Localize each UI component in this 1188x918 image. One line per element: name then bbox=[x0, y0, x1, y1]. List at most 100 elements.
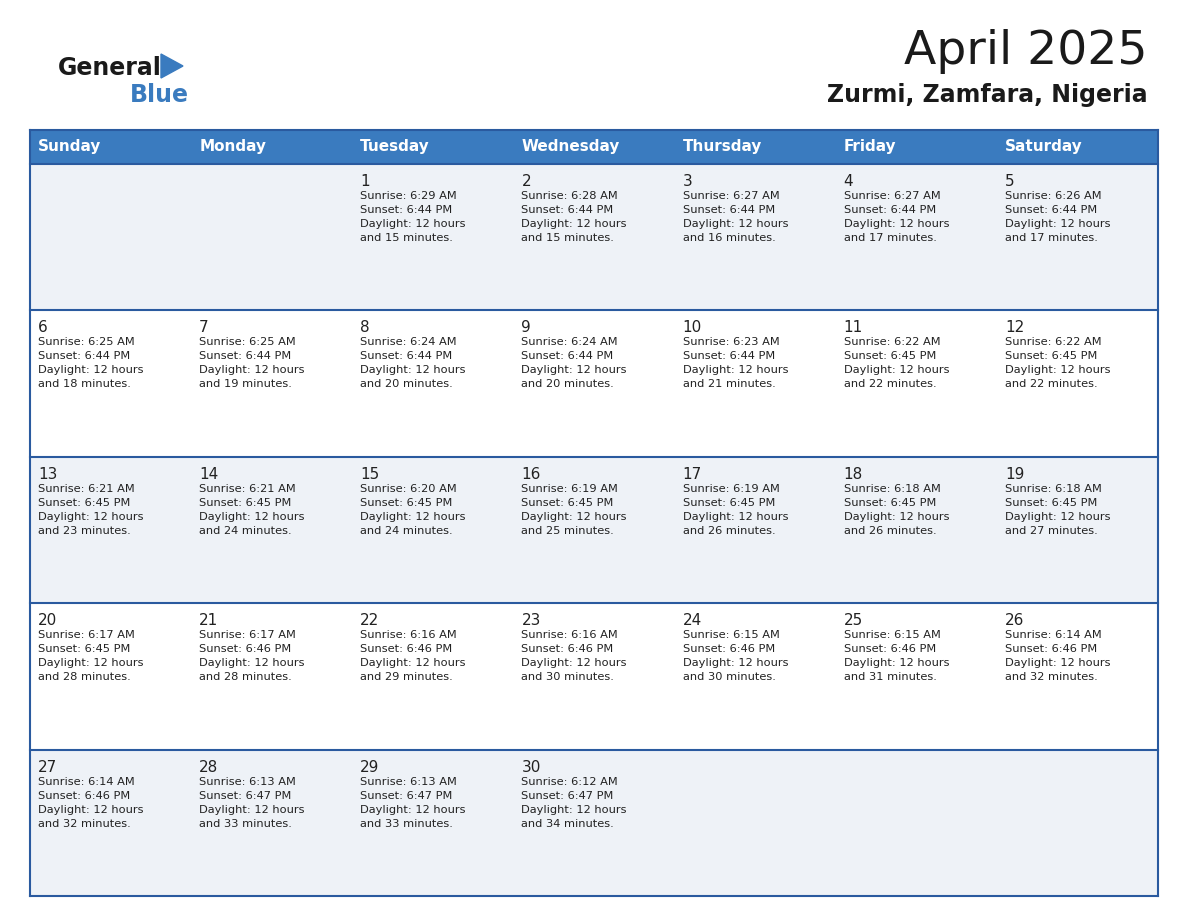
Text: Daylight: 12 hours: Daylight: 12 hours bbox=[1005, 219, 1111, 229]
Text: and 18 minutes.: and 18 minutes. bbox=[38, 379, 131, 389]
Text: Sunrise: 6:13 AM: Sunrise: 6:13 AM bbox=[360, 777, 457, 787]
Text: Sunset: 6:47 PM: Sunset: 6:47 PM bbox=[360, 790, 453, 800]
Text: Sunrise: 6:15 AM: Sunrise: 6:15 AM bbox=[843, 630, 941, 640]
Text: Sunset: 6:44 PM: Sunset: 6:44 PM bbox=[683, 352, 775, 362]
Text: Monday: Monday bbox=[200, 140, 266, 154]
Text: Sunset: 6:46 PM: Sunset: 6:46 PM bbox=[1005, 644, 1097, 655]
Text: 15: 15 bbox=[360, 466, 379, 482]
Text: Daylight: 12 hours: Daylight: 12 hours bbox=[38, 365, 144, 375]
Text: and 26 minutes.: and 26 minutes. bbox=[843, 526, 936, 536]
Text: Daylight: 12 hours: Daylight: 12 hours bbox=[360, 658, 466, 668]
Text: 30: 30 bbox=[522, 759, 541, 775]
Text: Sunrise: 6:16 AM: Sunrise: 6:16 AM bbox=[360, 630, 457, 640]
Text: Daylight: 12 hours: Daylight: 12 hours bbox=[1005, 658, 1111, 668]
Text: Daylight: 12 hours: Daylight: 12 hours bbox=[1005, 365, 1111, 375]
Text: 24: 24 bbox=[683, 613, 702, 628]
Text: Sunrise: 6:15 AM: Sunrise: 6:15 AM bbox=[683, 630, 779, 640]
Text: Sunrise: 6:24 AM: Sunrise: 6:24 AM bbox=[360, 338, 457, 347]
Text: Sunrise: 6:18 AM: Sunrise: 6:18 AM bbox=[1005, 484, 1101, 494]
Text: Daylight: 12 hours: Daylight: 12 hours bbox=[38, 658, 144, 668]
Text: April 2025: April 2025 bbox=[904, 29, 1148, 74]
Text: Sunset: 6:44 PM: Sunset: 6:44 PM bbox=[1005, 205, 1097, 215]
Polygon shape bbox=[162, 54, 183, 78]
Text: 5: 5 bbox=[1005, 174, 1015, 189]
Text: Daylight: 12 hours: Daylight: 12 hours bbox=[843, 365, 949, 375]
Text: Sunset: 6:46 PM: Sunset: 6:46 PM bbox=[360, 644, 453, 655]
Text: Sunrise: 6:13 AM: Sunrise: 6:13 AM bbox=[200, 777, 296, 787]
Text: Sunrise: 6:26 AM: Sunrise: 6:26 AM bbox=[1005, 191, 1101, 201]
Text: Sunset: 6:44 PM: Sunset: 6:44 PM bbox=[683, 205, 775, 215]
Text: Daylight: 12 hours: Daylight: 12 hours bbox=[360, 512, 466, 521]
Text: and 20 minutes.: and 20 minutes. bbox=[360, 379, 453, 389]
Text: Sunrise: 6:18 AM: Sunrise: 6:18 AM bbox=[843, 484, 941, 494]
Text: Zurmi, Zamfara, Nigeria: Zurmi, Zamfara, Nigeria bbox=[827, 83, 1148, 107]
Text: Daylight: 12 hours: Daylight: 12 hours bbox=[522, 512, 627, 521]
Text: Sunrise: 6:23 AM: Sunrise: 6:23 AM bbox=[683, 338, 779, 347]
Text: and 28 minutes.: and 28 minutes. bbox=[200, 672, 292, 682]
Text: 3: 3 bbox=[683, 174, 693, 189]
Text: Sunset: 6:44 PM: Sunset: 6:44 PM bbox=[522, 352, 614, 362]
Text: Sunrise: 6:25 AM: Sunrise: 6:25 AM bbox=[38, 338, 134, 347]
Text: Sunrise: 6:17 AM: Sunrise: 6:17 AM bbox=[38, 630, 135, 640]
Text: Daylight: 12 hours: Daylight: 12 hours bbox=[360, 219, 466, 229]
Text: and 33 minutes.: and 33 minutes. bbox=[200, 819, 292, 829]
Text: Sunrise: 6:19 AM: Sunrise: 6:19 AM bbox=[683, 484, 779, 494]
Text: 25: 25 bbox=[843, 613, 862, 628]
Text: 11: 11 bbox=[843, 320, 862, 335]
Text: 12: 12 bbox=[1005, 320, 1024, 335]
Text: 28: 28 bbox=[200, 759, 219, 775]
Text: Daylight: 12 hours: Daylight: 12 hours bbox=[1005, 512, 1111, 521]
Text: 6: 6 bbox=[38, 320, 48, 335]
Text: Sunset: 6:45 PM: Sunset: 6:45 PM bbox=[683, 498, 775, 508]
Text: 22: 22 bbox=[360, 613, 379, 628]
Text: Sunset: 6:47 PM: Sunset: 6:47 PM bbox=[522, 790, 614, 800]
Text: Tuesday: Tuesday bbox=[360, 140, 430, 154]
Text: Sunset: 6:46 PM: Sunset: 6:46 PM bbox=[843, 644, 936, 655]
Text: Sunrise: 6:16 AM: Sunrise: 6:16 AM bbox=[522, 630, 618, 640]
Text: 21: 21 bbox=[200, 613, 219, 628]
Text: Sunset: 6:46 PM: Sunset: 6:46 PM bbox=[683, 644, 775, 655]
Text: Daylight: 12 hours: Daylight: 12 hours bbox=[38, 804, 144, 814]
Bar bbox=[30, 310, 1158, 457]
Text: Sunrise: 6:22 AM: Sunrise: 6:22 AM bbox=[843, 338, 941, 347]
Text: Sunset: 6:45 PM: Sunset: 6:45 PM bbox=[843, 498, 936, 508]
Text: and 29 minutes.: and 29 minutes. bbox=[360, 672, 453, 682]
Text: and 24 minutes.: and 24 minutes. bbox=[200, 526, 292, 536]
Text: 4: 4 bbox=[843, 174, 853, 189]
Text: Daylight: 12 hours: Daylight: 12 hours bbox=[843, 512, 949, 521]
Text: 2: 2 bbox=[522, 174, 531, 189]
Text: 26: 26 bbox=[1005, 613, 1024, 628]
Text: Daylight: 12 hours: Daylight: 12 hours bbox=[200, 512, 304, 521]
Text: and 16 minutes.: and 16 minutes. bbox=[683, 233, 776, 243]
Text: Sunset: 6:44 PM: Sunset: 6:44 PM bbox=[360, 352, 453, 362]
Text: Blue: Blue bbox=[129, 83, 189, 107]
Text: Sunset: 6:45 PM: Sunset: 6:45 PM bbox=[200, 498, 291, 508]
Text: Daylight: 12 hours: Daylight: 12 hours bbox=[522, 219, 627, 229]
Text: Daylight: 12 hours: Daylight: 12 hours bbox=[200, 658, 304, 668]
Text: Daylight: 12 hours: Daylight: 12 hours bbox=[522, 365, 627, 375]
Text: 1: 1 bbox=[360, 174, 369, 189]
Text: Sunrise: 6:20 AM: Sunrise: 6:20 AM bbox=[360, 484, 457, 494]
Text: Sunrise: 6:24 AM: Sunrise: 6:24 AM bbox=[522, 338, 618, 347]
Text: Daylight: 12 hours: Daylight: 12 hours bbox=[200, 365, 304, 375]
Text: and 19 minutes.: and 19 minutes. bbox=[200, 379, 292, 389]
Text: Wednesday: Wednesday bbox=[522, 140, 620, 154]
Text: and 28 minutes.: and 28 minutes. bbox=[38, 672, 131, 682]
Text: 20: 20 bbox=[38, 613, 57, 628]
Text: Sunset: 6:46 PM: Sunset: 6:46 PM bbox=[200, 644, 291, 655]
Text: 16: 16 bbox=[522, 466, 541, 482]
Text: Sunset: 6:45 PM: Sunset: 6:45 PM bbox=[38, 644, 131, 655]
Text: Sunset: 6:46 PM: Sunset: 6:46 PM bbox=[522, 644, 614, 655]
Text: and 17 minutes.: and 17 minutes. bbox=[843, 233, 936, 243]
Bar bbox=[30, 603, 1158, 750]
Text: Sunset: 6:47 PM: Sunset: 6:47 PM bbox=[200, 790, 291, 800]
Text: Sunrise: 6:14 AM: Sunrise: 6:14 AM bbox=[1005, 630, 1101, 640]
Text: Daylight: 12 hours: Daylight: 12 hours bbox=[522, 658, 627, 668]
Text: Sunrise: 6:19 AM: Sunrise: 6:19 AM bbox=[522, 484, 618, 494]
Text: Sunset: 6:44 PM: Sunset: 6:44 PM bbox=[360, 205, 453, 215]
Bar bbox=[30, 130, 1158, 164]
Text: Sunrise: 6:29 AM: Sunrise: 6:29 AM bbox=[360, 191, 457, 201]
Text: Sunrise: 6:21 AM: Sunrise: 6:21 AM bbox=[38, 484, 134, 494]
Text: and 24 minutes.: and 24 minutes. bbox=[360, 526, 453, 536]
Text: and 31 minutes.: and 31 minutes. bbox=[843, 672, 936, 682]
